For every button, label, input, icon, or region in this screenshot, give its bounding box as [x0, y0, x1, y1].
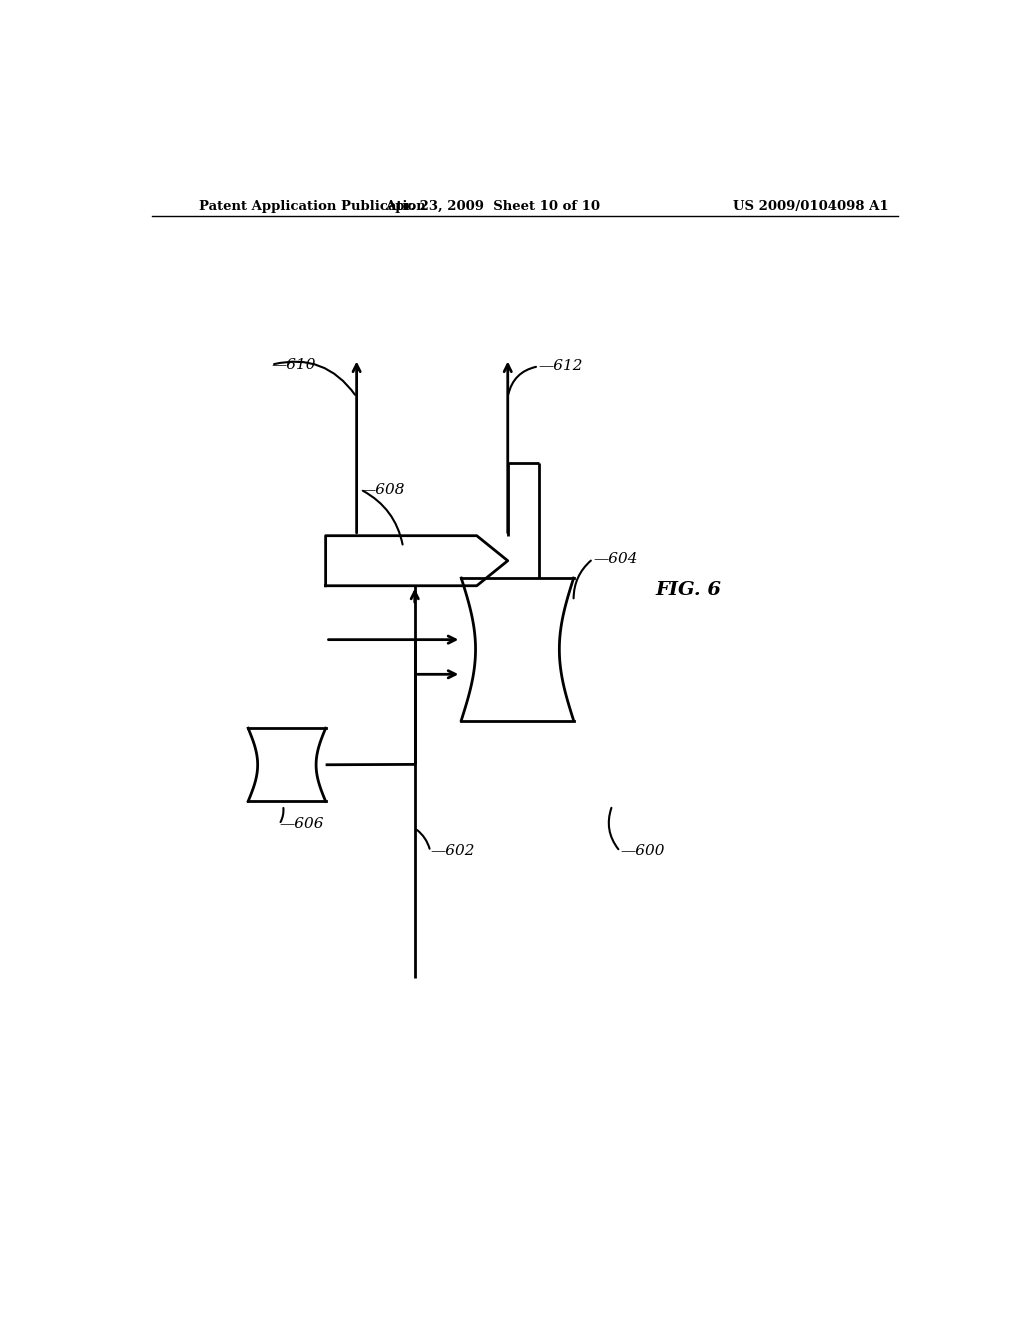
Text: —610: —610 — [271, 358, 315, 372]
Text: FIG. 6: FIG. 6 — [655, 581, 721, 598]
Text: —606: —606 — [280, 817, 324, 832]
Text: —612: —612 — [539, 359, 584, 374]
Text: —608: —608 — [360, 483, 406, 496]
Text: —604: —604 — [593, 552, 638, 566]
Text: Patent Application Publication: Patent Application Publication — [200, 199, 426, 213]
Text: US 2009/0104098 A1: US 2009/0104098 A1 — [733, 199, 888, 213]
Text: Apr. 23, 2009  Sheet 10 of 10: Apr. 23, 2009 Sheet 10 of 10 — [386, 199, 600, 213]
Text: —602: —602 — [430, 845, 475, 858]
Text: —600: —600 — [621, 845, 665, 858]
